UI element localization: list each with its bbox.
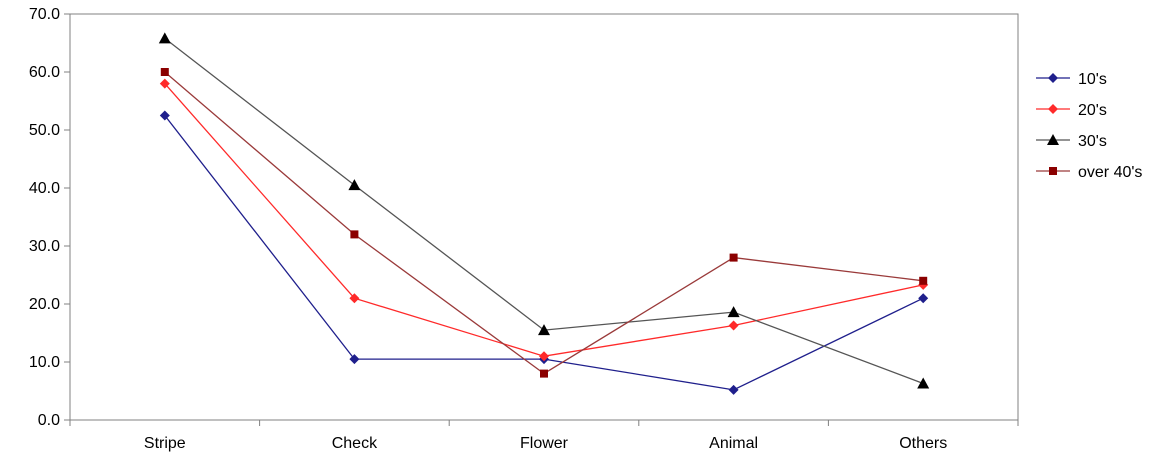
y-tick-label: 60.0 — [29, 64, 60, 81]
series-layer — [158, 32, 930, 395]
data-point — [919, 276, 928, 285]
legend-label: over 40's — [1078, 164, 1142, 181]
series-1 — [159, 78, 929, 362]
data-point — [159, 110, 170, 121]
data-point — [349, 354, 360, 365]
legend-label: 20's — [1078, 102, 1107, 119]
legend-item: 20's — [1036, 102, 1107, 119]
legend-marker — [1048, 73, 1058, 83]
data-point — [729, 253, 738, 262]
data-point — [538, 324, 550, 336]
legend: 10's 20's 30's over 40's — [1036, 71, 1142, 181]
y-tick-label: 70.0 — [29, 6, 60, 23]
legend-marker — [1047, 134, 1059, 145]
y-tick-label: 20.0 — [29, 296, 60, 313]
legend-label: 10's — [1078, 71, 1107, 88]
y-axis: 0.0 10.0 20.0 30.0 40.0 50.0 60.0 70.0 — [29, 6, 70, 429]
data-point — [728, 320, 739, 331]
x-axis: Stripe Check Flower Animal Others — [69, 420, 1019, 452]
data-point — [350, 230, 359, 239]
legend-marker — [1048, 104, 1058, 114]
x-tick-label: Flower — [520, 435, 569, 452]
data-point — [349, 293, 360, 304]
y-tick-label: 0.0 — [38, 412, 60, 429]
data-point — [159, 78, 170, 89]
series-2 — [158, 32, 930, 389]
series-3 — [160, 68, 928, 378]
data-point — [160, 68, 169, 76]
x-tick-label: Others — [899, 435, 947, 452]
data-point — [158, 32, 171, 44]
data-point — [728, 384, 739, 395]
legend-item: over 40's — [1036, 164, 1142, 181]
data-point — [348, 179, 361, 191]
x-tick-label: Animal — [709, 435, 758, 452]
plot-area — [69, 13, 1019, 421]
y-tick-label: 40.0 — [29, 180, 60, 197]
data-point — [727, 306, 740, 318]
legend-item: 30's — [1036, 133, 1107, 150]
legend-marker — [1049, 167, 1057, 175]
data-point — [917, 377, 930, 389]
y-tick-label: 30.0 — [29, 238, 60, 255]
data-point — [540, 369, 548, 378]
y-tick-label: 10.0 — [29, 354, 60, 371]
data-point — [539, 351, 549, 362]
x-tick-label: Stripe — [144, 435, 186, 452]
legend-item: 10's — [1036, 71, 1107, 88]
y-tick-label: 50.0 — [29, 122, 60, 139]
legend-label: 30's — [1078, 133, 1107, 150]
x-tick-label: Check — [332, 435, 378, 452]
plot-border — [69, 13, 1019, 421]
data-point — [918, 293, 929, 304]
